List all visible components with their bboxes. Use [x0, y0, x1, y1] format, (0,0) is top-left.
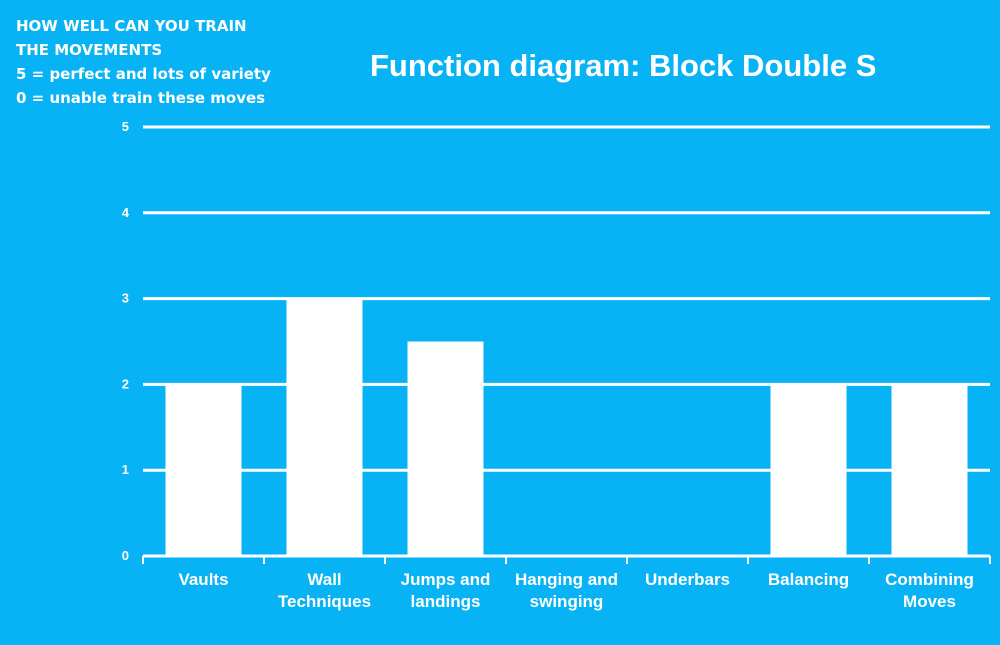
x-category-label: Techniques	[278, 592, 371, 611]
grid-lines	[142, 125, 991, 564]
scale-note: HOW WELL CAN YOU TRAIN THE MOVEMENTS 5 =…	[16, 14, 271, 110]
x-axis-ticks: Vaults Wall Techniques Jumps and landings Han…	[178, 570, 973, 611]
y-tick-label: 0	[122, 548, 129, 563]
y-tick-label: 4	[122, 205, 130, 220]
bar	[770, 384, 847, 556]
x-category-label: Jumps and	[401, 570, 491, 589]
scale-note-line: HOW WELL CAN YOU TRAIN	[16, 17, 247, 35]
bars	[165, 298, 968, 556]
bar	[891, 384, 968, 556]
scale-note-line: 5 = perfect and lots of variety	[16, 65, 271, 83]
y-tick-label: 5	[122, 119, 129, 134]
scale-note-line: THE MOVEMENTS	[16, 41, 163, 59]
bar	[165, 384, 242, 556]
y-tick-label: 1	[122, 462, 129, 477]
bar	[407, 341, 484, 556]
x-category-label: Wall	[307, 570, 341, 589]
x-category-label: Balancing	[768, 570, 849, 589]
y-tick-label: 3	[122, 291, 129, 306]
x-category-label: Moves	[903, 592, 956, 611]
bar	[286, 298, 363, 556]
y-tick-label: 2	[122, 376, 129, 391]
chart-title: Function diagram: Block Double S	[370, 48, 877, 83]
x-category-label: Vaults	[178, 570, 228, 589]
x-category-label: Hanging and	[515, 570, 618, 589]
x-category-label: landings	[411, 592, 481, 611]
scale-note-line: 0 = unable train these moves	[16, 89, 266, 107]
x-category-label: Underbars	[645, 570, 730, 589]
x-category-label: swinging	[530, 592, 604, 611]
x-category-label: Combining	[885, 570, 974, 589]
y-axis-ticks: 0 1 2 3 4 5	[122, 119, 130, 563]
